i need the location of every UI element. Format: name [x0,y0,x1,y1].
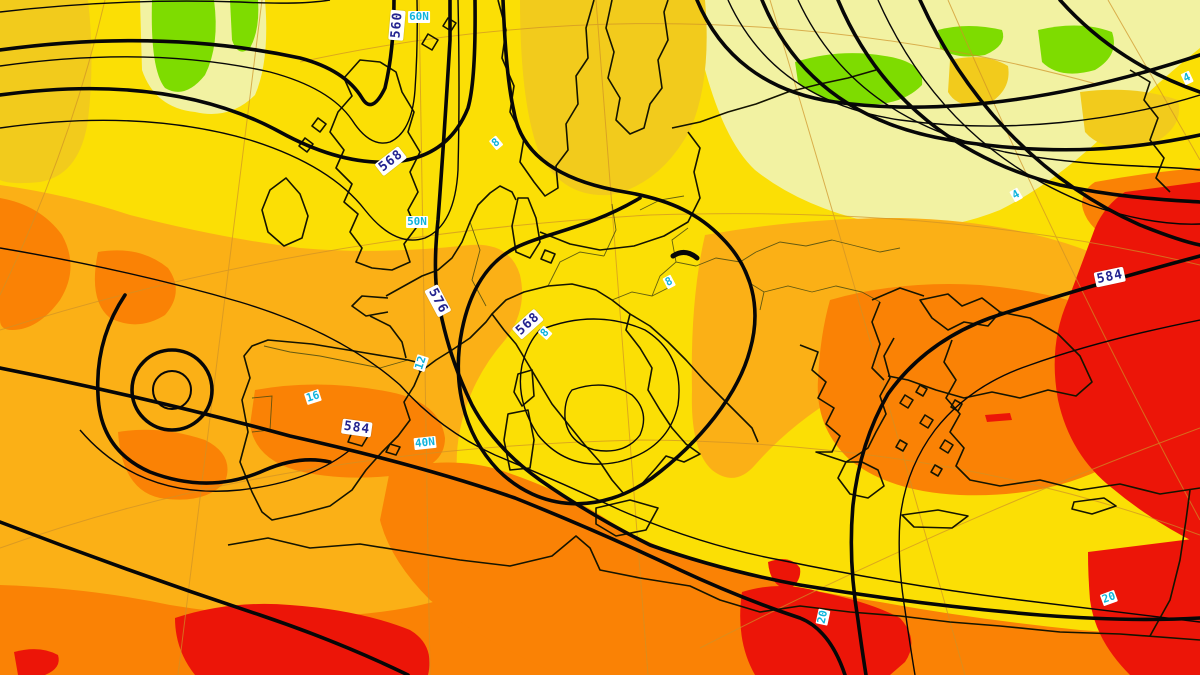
coastline-layer [227,0,1200,641]
latitude-label-60n: 60N [408,10,430,23]
latitude-label-50n: 50N [406,215,428,228]
fill-layer-green [151,0,1114,105]
latitude-label-40n: 40N [413,434,437,451]
contour-label-560: 560 [388,9,406,41]
